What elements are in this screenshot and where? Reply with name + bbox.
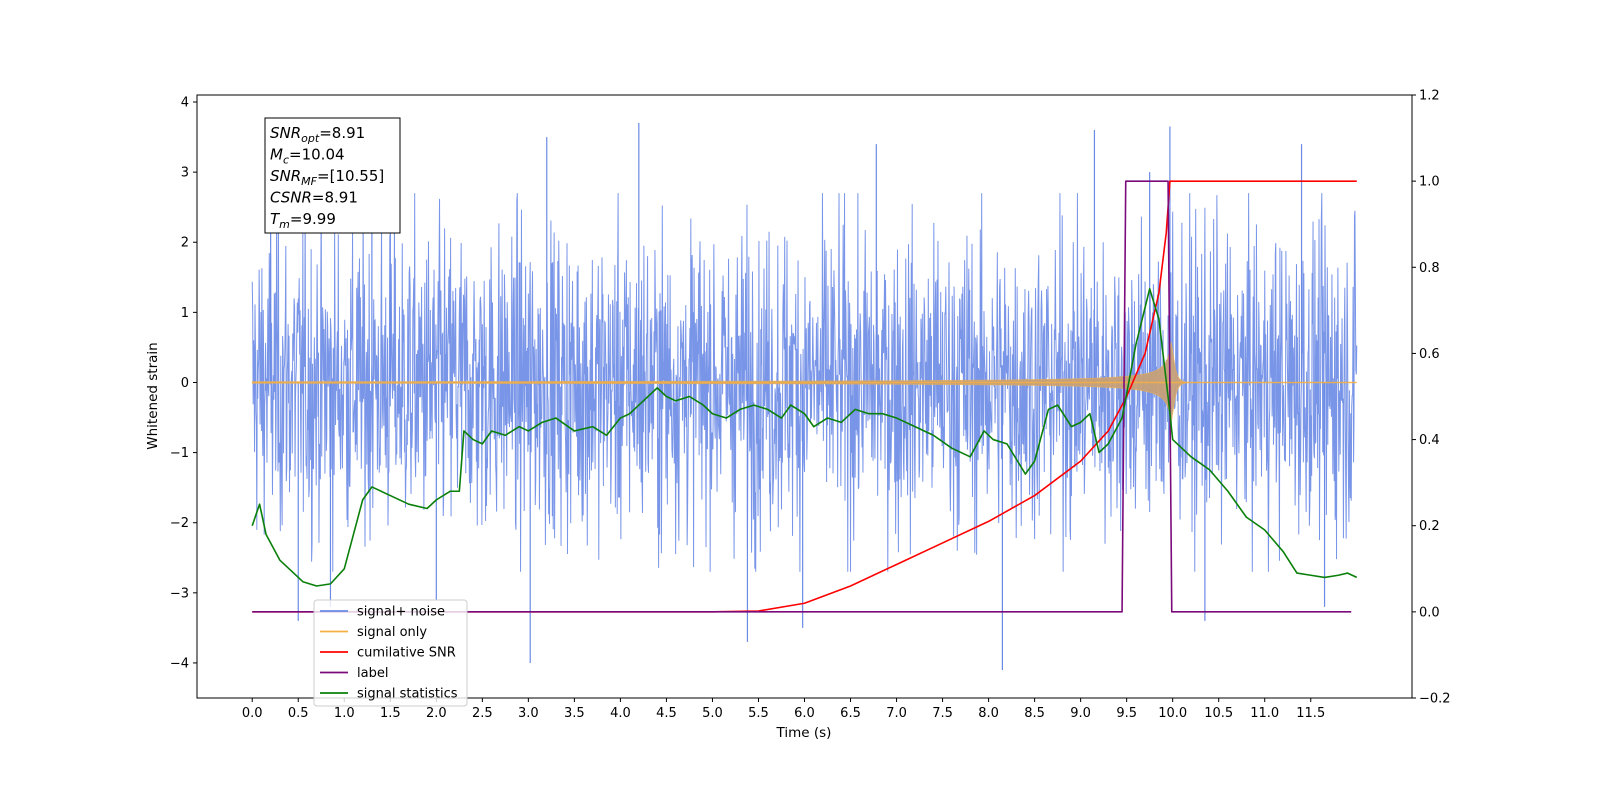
- y2-tick-label-3: 0.6: [1419, 347, 1440, 362]
- x-tick-label-10: 5.0: [702, 706, 723, 721]
- plot-area: [251, 123, 1358, 670]
- annotation-line-1: Mc=10.04: [270, 146, 345, 167]
- y2-tick-label-5: 0.2: [1419, 519, 1440, 534]
- x-tick-label-15: 7.5: [932, 706, 953, 721]
- series-label-line: [252, 180, 1352, 613]
- x-tick-label-11: 5.5: [748, 706, 769, 721]
- y-tick-label-5: −1: [170, 446, 189, 461]
- y2-tick-label-1: 1.0: [1419, 175, 1440, 190]
- annotation-frame: [264, 117, 401, 234]
- annotation-line-3: CSNR=8.91: [270, 189, 358, 207]
- legend-frame: [313, 599, 468, 707]
- series-signal-noise-spikes: [270, 123, 1326, 670]
- x-tick-label-13: 6.5: [840, 706, 861, 721]
- x-axis: 0.0 0.5 1.0 1.5 2.0 2.5 3.0 3.5 4.0 4.5 5.0 5.5 6.0 6…: [242, 698, 1325, 721]
- annotation-line-0: SNRopt=8.91: [270, 124, 365, 145]
- y-tick-label-1: 3: [181, 166, 189, 181]
- x-tick-label-20: 10.0: [1158, 706, 1187, 721]
- y2-tick-label-0: 1.2: [1419, 89, 1440, 104]
- y2-tick-label-2: 0.8: [1419, 261, 1440, 276]
- x-tick-label-18: 9.0: [1070, 706, 1091, 721]
- y2-tick-label-7: −0.2: [1419, 692, 1451, 707]
- y-axis-label: Whitened strain: [145, 342, 161, 449]
- y-tick-label-4: 0: [181, 376, 189, 391]
- x-tick-label-0: 0.0: [242, 706, 263, 721]
- x-tick-label-17: 8.5: [1024, 706, 1045, 721]
- x-tick-label-4: 2.0: [426, 706, 447, 721]
- x-tick-label-9: 4.5: [656, 706, 677, 721]
- x-tick-label-23: 11.5: [1296, 706, 1325, 721]
- y-tick-label-6: −2: [170, 516, 189, 531]
- series-cumilative-snr-line: [252, 180, 1357, 613]
- series-signal-noise-line: [251, 193, 1358, 572]
- y-tick-label-3: 1: [181, 306, 189, 321]
- legend: signal+ noise signal only cumilative SNR la…: [313, 599, 468, 707]
- x-tick-label-21: 10.5: [1204, 706, 1233, 721]
- x-tick-label-5: 2.5: [472, 706, 493, 721]
- right-y-axis: 1.2 1.0 0.8 0.6 0.4 0.2 0.0 −0.2: [1412, 89, 1451, 707]
- x-tick-label-12: 6.0: [794, 706, 815, 721]
- y-tick-label-7: −3: [170, 586, 189, 601]
- legend-label-4: signal statistics: [357, 687, 458, 702]
- legend-label-1: signal only: [357, 625, 427, 640]
- x-tick-label-14: 7.0: [886, 706, 907, 721]
- x-tick-label-6: 3.0: [518, 706, 539, 721]
- x-tick-label-22: 11.0: [1250, 706, 1279, 721]
- y-tick-label-2: 2: [181, 236, 189, 251]
- y-tick-label-8: −4: [170, 656, 189, 671]
- series-signal-statistics-line: [251, 288, 1358, 587]
- legend-label-2: cumilative SNR: [357, 646, 456, 661]
- legend-label-0: signal+ noise: [357, 605, 445, 620]
- legend-label-3: label: [357, 666, 388, 681]
- x-axis-label: Time (s): [776, 725, 832, 741]
- y-tick-label-0: 4: [181, 96, 189, 111]
- x-tick-label-2: 1.0: [334, 706, 355, 721]
- x-tick-label-3: 1.5: [380, 706, 401, 721]
- annotation-line-4: Tm=9.99: [270, 210, 336, 231]
- x-tick-label-8: 4.0: [610, 706, 631, 721]
- y2-tick-label-6: 0.0: [1419, 605, 1440, 620]
- x-tick-label-1: 0.5: [288, 706, 309, 721]
- x-tick-label-7: 3.5: [564, 706, 585, 721]
- stats-annotation-box: SNRopt=8.91Mc=10.04SNRMF=[10.55]CSNR=8.9…: [264, 117, 401, 234]
- x-tick-label-16: 8.0: [978, 706, 999, 721]
- y-axis: 4 3 2 1 0 −1 −2 −3 −4: [170, 96, 197, 671]
- x-tick-label-19: 9.5: [1116, 706, 1137, 721]
- y2-tick-label-4: 0.4: [1419, 433, 1440, 448]
- annotation-line-2: SNRMF=[10.55]: [270, 167, 384, 188]
